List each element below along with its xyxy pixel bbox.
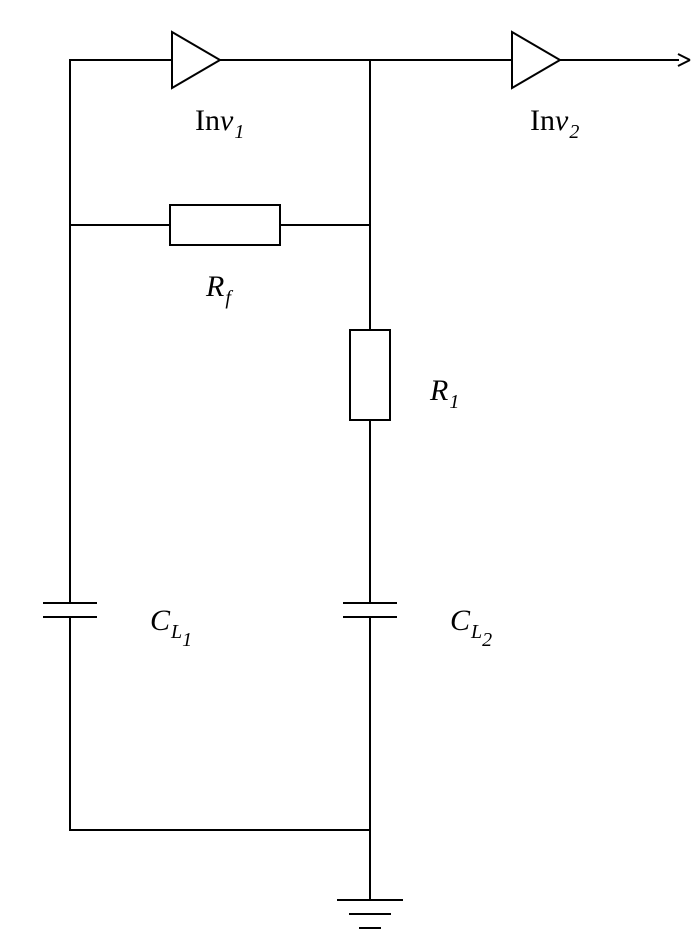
- label-cl2: CL2: [450, 604, 492, 651]
- label-inv1: Inv1: [195, 104, 244, 143]
- label-rf: Rf: [205, 270, 233, 309]
- label-cl1: CL1: [150, 604, 192, 651]
- resistor-rf: [170, 205, 280, 245]
- arrow-output: [678, 54, 690, 66]
- buffer-inv1: [172, 32, 220, 88]
- buffer-inv2: [512, 32, 560, 88]
- label-inv2: Inv2: [530, 104, 579, 143]
- resistor-r1: [350, 330, 390, 420]
- label-r1: R1: [429, 374, 459, 413]
